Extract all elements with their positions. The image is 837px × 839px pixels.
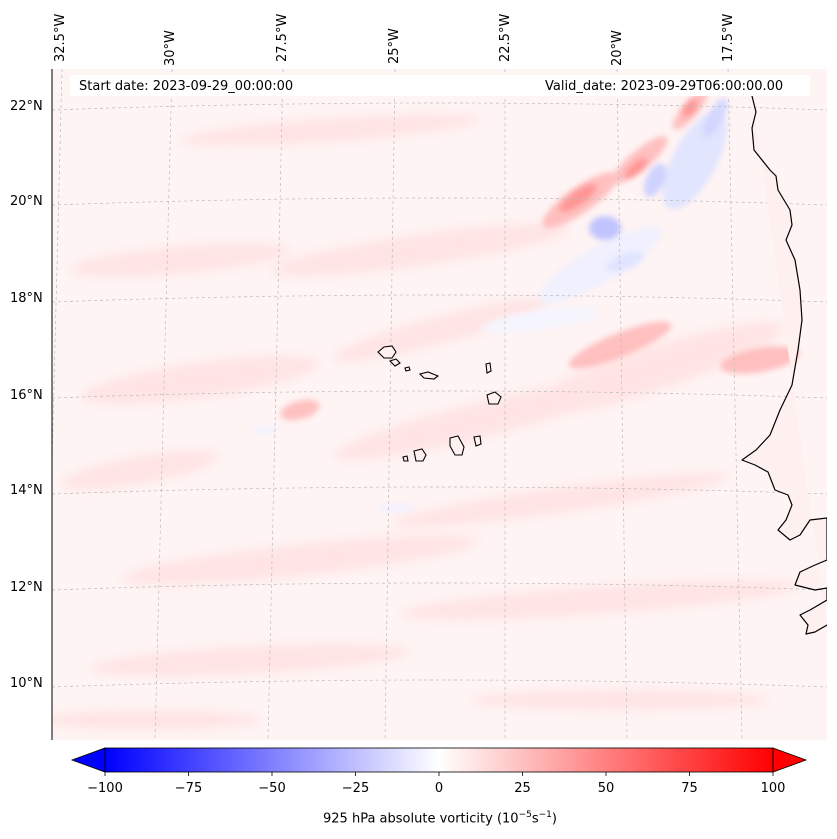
colorbar-tick-label: −75 [174, 781, 203, 796]
colorbar-title-main: 925 hPa absolute vorticity (10 [323, 811, 519, 827]
colorbar-title-exp1: −5 [518, 810, 532, 820]
colorbar-tick-label: 75 [681, 781, 698, 796]
island-santiago [449, 435, 465, 456]
lat-label-18n: 18°N [10, 291, 43, 306]
lat-label-16n: 16°N [10, 388, 43, 403]
lat-label-20n: 20°N [10, 194, 43, 209]
lat-label-12n: 12°N [10, 580, 43, 595]
island-brava [402, 455, 409, 462]
colorbar-title-mid: s [531, 811, 539, 827]
lat-label-10n: 10°N [10, 676, 43, 691]
date-banner [70, 75, 810, 96]
valid-date-text: Valid_date: 2023-09-29T06:00:00.00 [545, 79, 784, 94]
island-sal [485, 362, 492, 374]
weak-positive-vorticity [52, 114, 800, 730]
strong-positive-vorticity [559, 99, 698, 212]
island-sao-vicente [388, 358, 401, 367]
colorbar-title-end: ) [551, 811, 557, 827]
island-maio [473, 435, 482, 447]
negative-vorticity [251, 98, 728, 512]
island-sao-nicolau [418, 371, 440, 380]
colorbar-tick-label: 100 [760, 781, 786, 796]
cape-verde-islands [377, 345, 502, 462]
colorbar-title-exp2: −1 [538, 810, 552, 820]
gridlines [52, 69, 827, 740]
colorbar-tick-label: 0 [434, 781, 444, 796]
colorbar-tick-label: 50 [597, 781, 615, 796]
africa-coastline [741, 95, 827, 635]
island-boa-vista [486, 391, 502, 405]
colorbar-tick-label: 25 [514, 781, 531, 796]
start-date-text: Start date: 2023-09-29_00:00:00 [79, 79, 294, 94]
colorbar-title: 925 hPa absolute vorticity (10−5s−1) [323, 809, 557, 825]
colorbar-tick-label: −50 [258, 781, 286, 796]
lat-label-14n: 14°N [10, 483, 43, 498]
island-santa-luzia [404, 366, 411, 372]
island-fogo [413, 448, 427, 462]
island-santo-antao [377, 345, 397, 359]
colorbar-tick-label: −100 [87, 781, 123, 796]
lat-label-22n: 22°N [10, 99, 43, 114]
colorbar-tick-label: −25 [341, 781, 370, 796]
